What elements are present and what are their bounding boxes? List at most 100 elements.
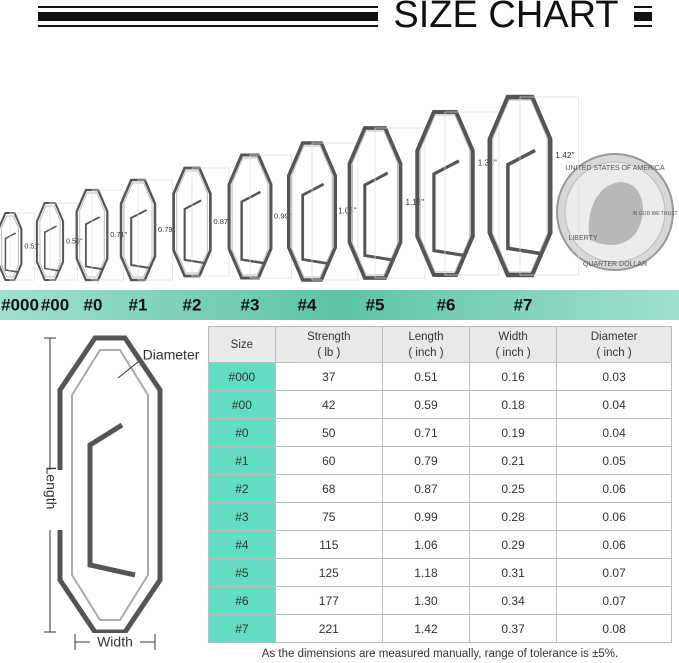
snap-hook [4, 232, 19, 273]
table-row: #4 115 1.06 0.29 0.06 [208, 530, 672, 559]
coin-text: IN GOD WE TRUST [632, 211, 677, 217]
measure-box [9, 212, 35, 281]
size-label: #3 [241, 295, 260, 314]
value-cell: 0.37 [469, 614, 558, 643]
size-label: #7 [514, 295, 533, 314]
coin-text: LIBERTY [568, 235, 597, 242]
coin-text: QUARTER DOLLAR [583, 261, 647, 268]
value-cell: 0.18 [469, 390, 558, 419]
length-value: 0.71'' [110, 230, 128, 239]
column-header: Diameter ( inch ) [556, 326, 672, 363]
size-label: #5 [366, 295, 385, 314]
snap-hook [432, 159, 465, 258]
size-label: #4 [298, 295, 317, 314]
value-cell: 115 [274, 530, 383, 559]
size-cell: #7 [208, 614, 276, 643]
value-cell: 50 [274, 418, 383, 447]
value-cell: 0.29 [469, 530, 558, 559]
diameter-label: Diameter [143, 347, 200, 363]
column-header: Width ( inch ) [469, 326, 558, 363]
table-row: #1 60 0.79 0.21 0.05 [208, 446, 672, 475]
column-label: Width [498, 330, 528, 343]
snap-highlight [176, 170, 208, 274]
value-cell: 0.07 [556, 558, 672, 587]
snap-highlight [231, 157, 269, 276]
snap-highlight [352, 130, 398, 276]
size-label: #6 [437, 295, 456, 314]
footnote: As the dimensions are measured manually,… [261, 648, 619, 660]
table-row: #7 221 1.42 0.37 0.08 [208, 614, 672, 643]
value-cell: 0.19 [469, 418, 558, 447]
value-cell: 0.16 [469, 362, 558, 391]
column-unit: ( lb ) [317, 346, 341, 359]
value-cell: 0.04 [556, 390, 672, 419]
snap-highlight [291, 145, 333, 278]
value-cell: 0.71 [381, 418, 471, 447]
table-row: #2 68 0.87 0.25 0.06 [208, 474, 672, 503]
snap-hook [183, 199, 206, 265]
column-label: Diameter [590, 330, 638, 343]
table-row: #00 42 0.59 0.18 0.04 [208, 390, 672, 419]
table-row: #5 125 1.18 0.31 0.07 [208, 558, 672, 587]
column-unit: ( inch ) [596, 346, 632, 359]
size-label: #2 [183, 295, 202, 314]
snap-highlight [123, 182, 153, 278]
value-cell: 1.18 [381, 558, 471, 587]
snap-highlight [419, 114, 471, 273]
value-cell: 0.34 [469, 586, 558, 615]
size-table: Size Strength ( lb ) Length ( inch ) Width ( i… [208, 326, 672, 643]
value-cell: 0.06 [556, 530, 672, 559]
value-cell: 0.51 [381, 362, 471, 391]
table-row: #0 50 0.71 0.19 0.04 [208, 418, 672, 447]
snap-hook [84, 216, 103, 271]
table-row: #000 37 0.51 0.16 0.03 [208, 362, 672, 391]
column-header: Size [208, 326, 276, 363]
length-value: 1.18'' [406, 198, 425, 207]
size-label: #1 [129, 295, 148, 314]
value-cell: 221 [274, 614, 383, 643]
size-cell: #4 [208, 530, 276, 559]
value-cell: 0.07 [556, 586, 672, 615]
column-unit: ( inch ) [495, 346, 531, 359]
value-cell: 0.87 [381, 474, 471, 503]
column-unit: ( inch ) [408, 346, 444, 359]
value-cell: 60 [274, 446, 383, 475]
column-header: Length ( inch ) [381, 326, 471, 363]
value-cell: 0.04 [556, 418, 672, 447]
snap-highlight [39, 205, 61, 278]
value-cell: 0.79 [381, 446, 471, 475]
title: SIZE CHART [393, 0, 618, 36]
header-rules [38, 6, 652, 27]
column-label: Strength [307, 330, 351, 343]
column-label: Size [230, 338, 254, 351]
value-cell: 75 [274, 502, 383, 531]
size-cell: #3 [208, 502, 276, 531]
snap-highlight [492, 99, 548, 273]
size-label: #000 [1, 295, 39, 314]
value-cell: 0.05 [556, 446, 672, 475]
size-cell: #00 [208, 390, 276, 419]
length-value: 1.30'' [478, 159, 497, 168]
size-cell: #000 [208, 362, 276, 391]
length-value: 0.51'' [24, 243, 40, 250]
length-label: Length [43, 467, 59, 510]
snap-hook [43, 225, 60, 272]
table-row: #3 75 0.99 0.28 0.06 [208, 502, 672, 531]
snap-hook [506, 148, 542, 256]
value-cell: 0.21 [469, 446, 558, 475]
size-cell: #5 [208, 558, 276, 587]
value-cell: 0.31 [469, 558, 558, 587]
snap-hook [240, 190, 265, 265]
snap-hook [301, 182, 329, 265]
size-cell: #2 [208, 474, 276, 503]
snap-hook [130, 209, 151, 269]
value-cell: 1.42 [381, 614, 471, 643]
length-value: 0.59'' [66, 237, 83, 245]
measure-box [374, 127, 426, 279]
value-cell: 0.25 [469, 474, 558, 503]
value-cell: 0.06 [556, 474, 672, 503]
snap-hook [363, 171, 394, 262]
value-cell: 1.06 [381, 530, 471, 559]
value-cell: 1.30 [381, 586, 471, 615]
